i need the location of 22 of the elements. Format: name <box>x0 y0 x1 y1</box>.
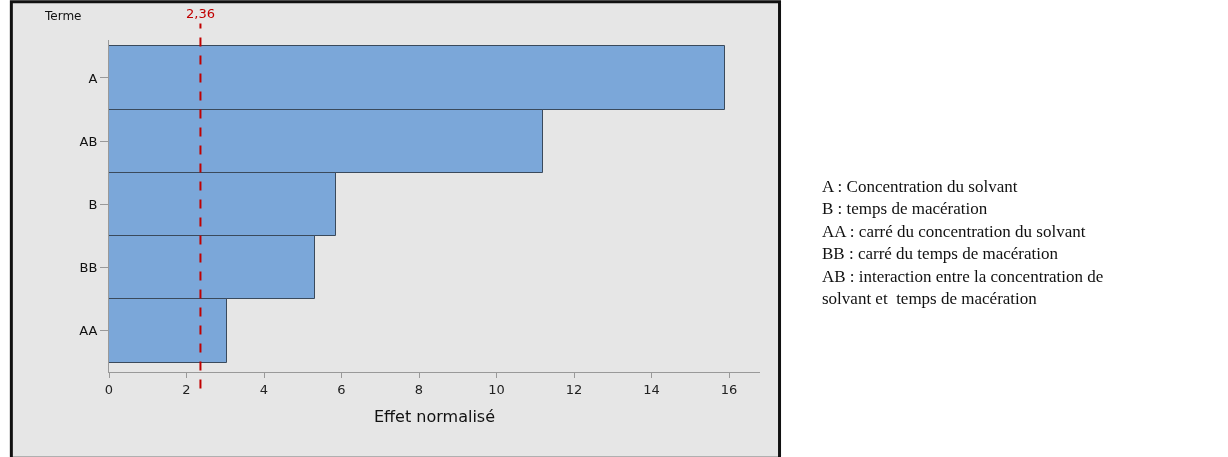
y-tick-label: AA <box>79 323 98 339</box>
x-tick-label: 14 <box>643 381 660 397</box>
text: BB : carré du temps de macération <box>822 244 1059 263</box>
x-tick-label: 12 <box>565 381 583 397</box>
x-tick-label: 4 <box>259 381 269 397</box>
text: B : temps de macération <box>822 199 988 218</box>
y-tick-label: BB <box>79 260 98 276</box>
text: AB : interaction entre la concentration de solvant et temps de macération <box>822 267 1104 308</box>
x-tick-label: 16 <box>720 381 738 397</box>
x-tick-label: 10 <box>488 381 505 397</box>
text: A : Concentration du solvant <box>822 177 1018 196</box>
y-tick-label: A <box>88 70 98 86</box>
ref-line-label: 2,36 <box>186 6 215 21</box>
y-tick-label: AB <box>79 133 98 149</box>
x-tick-label: 0 <box>104 381 114 397</box>
x-tick-label: 8 <box>414 381 424 397</box>
y-tick-label: B <box>88 196 98 212</box>
x-tick-label: 2 <box>182 381 191 397</box>
text: AA : carré du concentration du solvant <box>822 222 1086 241</box>
x-tick-label: 6 <box>337 381 346 397</box>
y-axis-title: Terme <box>44 9 82 23</box>
x-axis-title: Effet normalisé <box>373 407 496 427</box>
